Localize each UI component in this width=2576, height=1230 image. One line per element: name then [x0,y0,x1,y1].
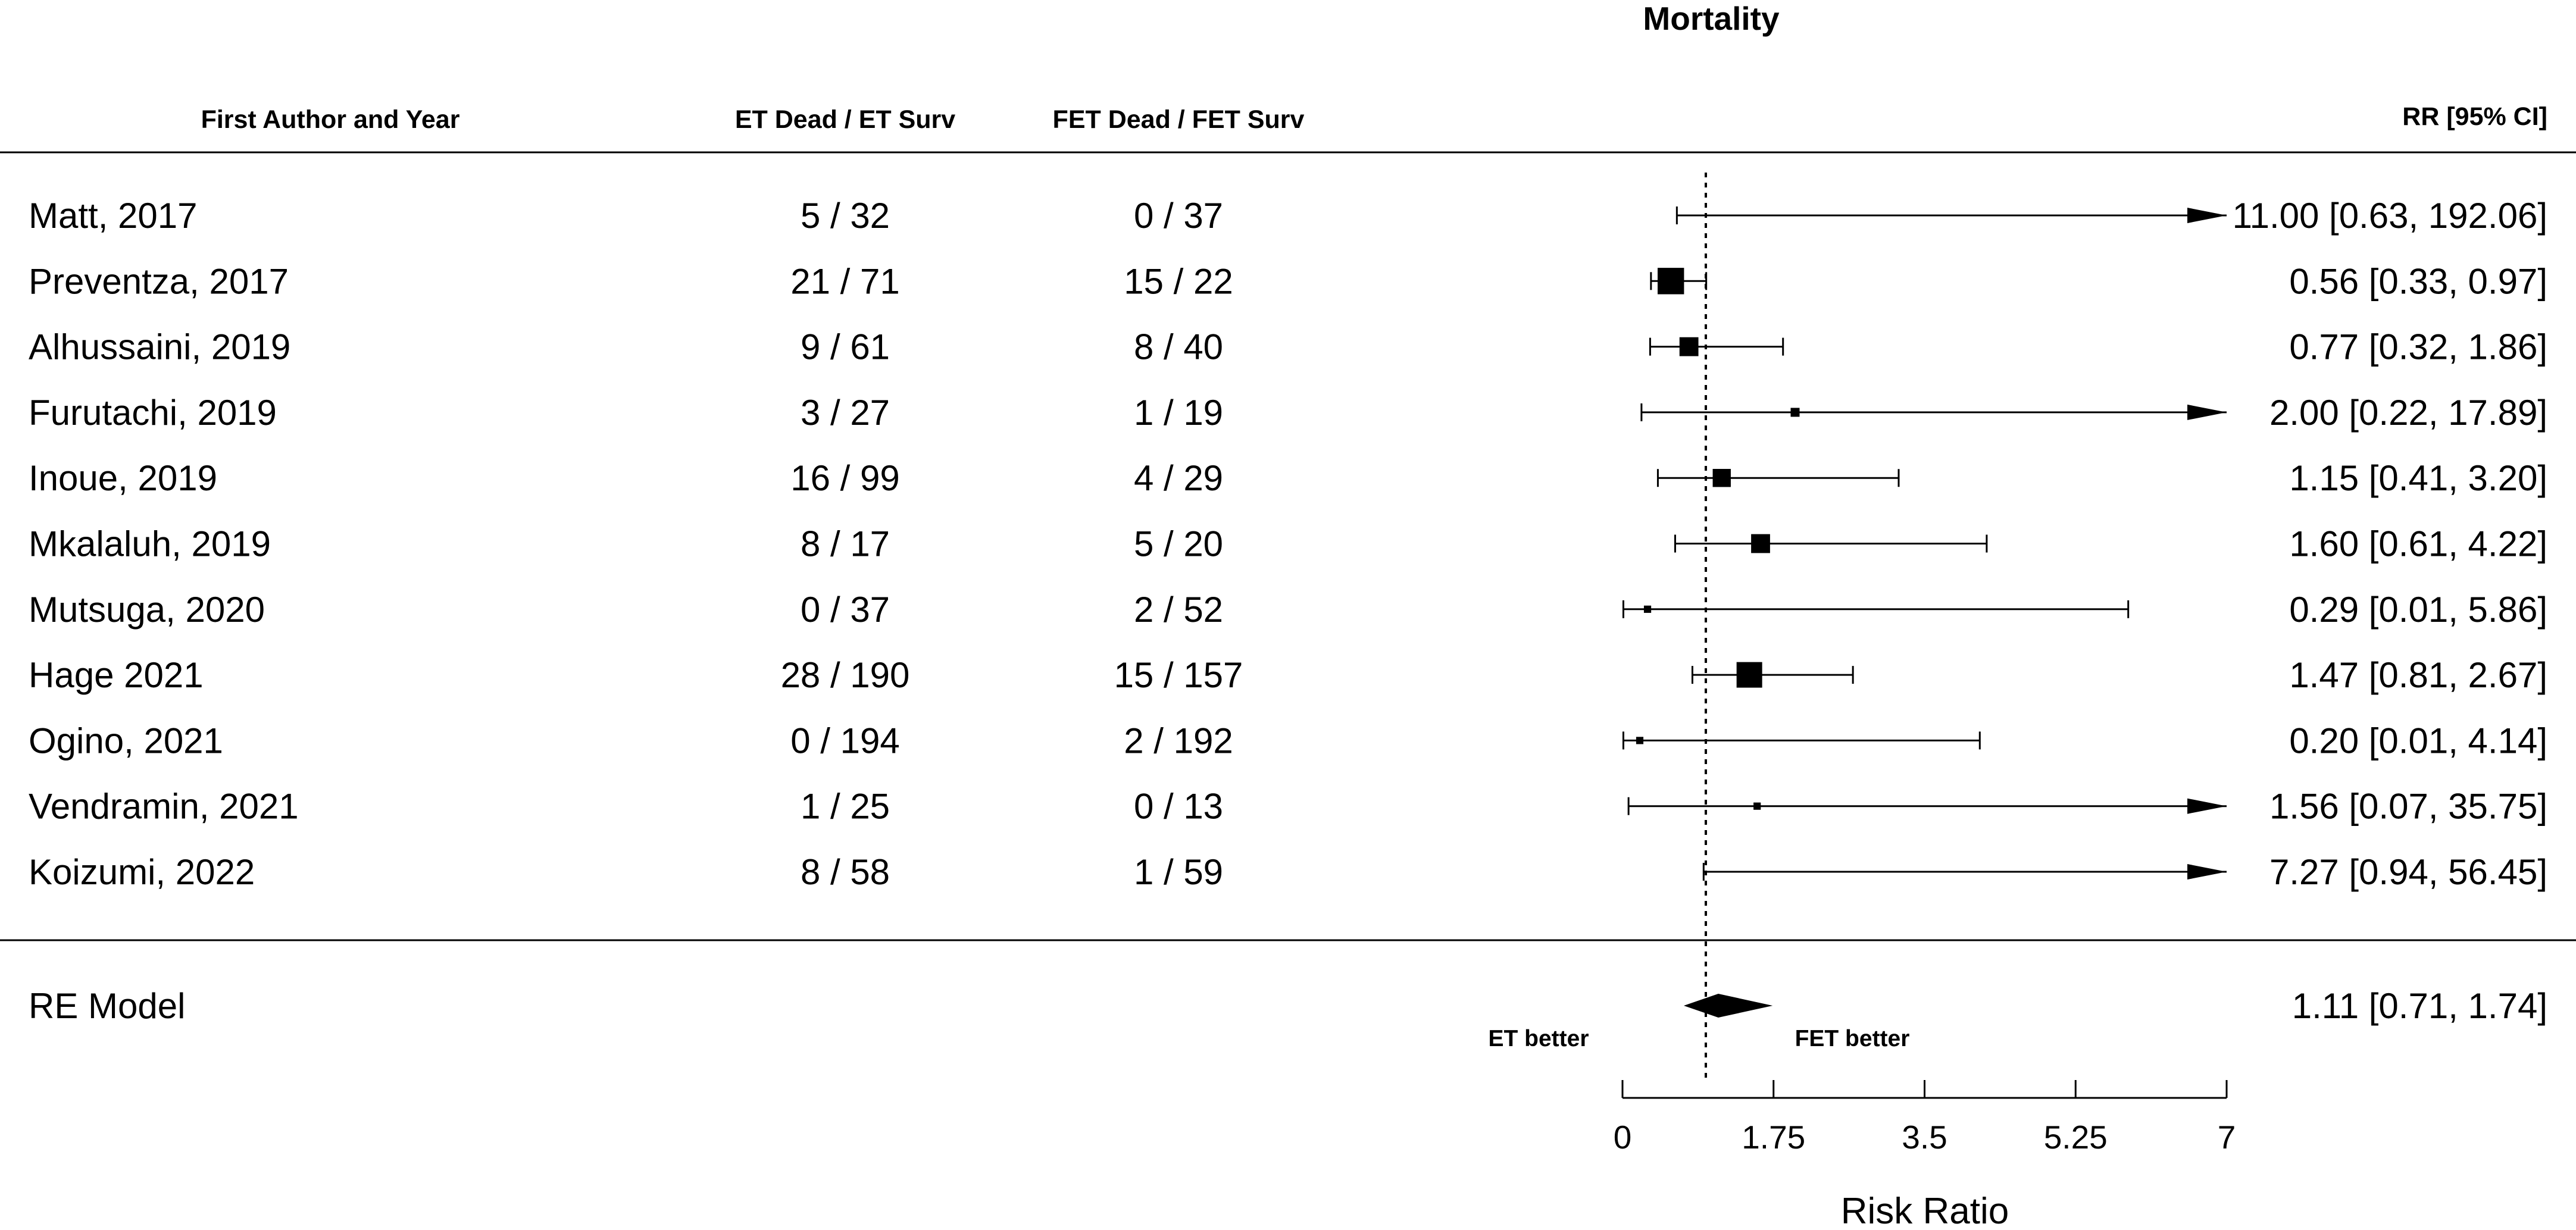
fet-count: 0 / 37 [1134,196,1223,236]
x-tick-label: 7 [2218,1119,2236,1156]
point-estimate [1790,408,1800,417]
rr-ci-text: 11.00 [0.63, 192.06] [2233,196,2547,236]
fet-count: 2 / 192 [1124,721,1233,760]
rr-ci-text: 1.60 [0.61, 4.22] [2289,524,2547,564]
study-row: Preventza, 2017 21 / 71 15 / 22 0.56 [0.33,… [29,261,2547,301]
rr-ci-text: 1.15 [0.41, 3.20] [2289,458,2547,498]
study-row: Furutachi, 2019 3 / 27 1 / 19 2.00 [0.22, 1… [29,393,2547,433]
fet-count: 4 / 29 [1134,458,1223,498]
x-tick-label: 3.5 [1902,1119,1947,1156]
col-header-rr: RR [95% CI] [2402,102,2547,131]
point-estimate [1643,605,1652,613]
x-tick-label: 0 [1614,1119,1632,1156]
pooled-row: RE Model 1.11 [0.71, 1.74] [29,986,2547,1026]
et-count: 1 / 25 [801,787,890,827]
study-rows: Matt, 2017 5 / 32 0 / 37 11.00 [0.63, 192.0… [29,196,2547,892]
rr-ci-text: 0.77 [0.32, 1.86] [2289,327,2547,367]
study-label: Alhussaini, 2019 [29,327,290,367]
pooled-diamond [1683,994,1773,1018]
ci-arrow [2187,798,2227,814]
pooled-label: RE Model [29,986,185,1026]
x-tick-label: 1.75 [1742,1119,1805,1156]
et-count: 3 / 27 [801,393,890,433]
study-row: Mkalaluh, 2019 8 / 17 5 / 20 1.60 [0.61, 4.… [29,524,2547,564]
et-count: 0 / 37 [801,590,890,630]
col-header-et: ET Dead / ET Surv [735,105,955,134]
study-row: Alhussaini, 2019 9 / 61 8 / 40 0.77 [0.32, … [29,327,2547,367]
chart-title: Mortality [1643,0,1780,37]
col-header-fet: FET Dead / FET Surv [1053,105,1305,134]
rr-ci-text: 1.47 [0.81, 2.67] [2289,655,2547,695]
study-label: Inoue, 2019 [29,458,217,498]
fet-count: 2 / 52 [1134,590,1223,630]
study-label: Ogino, 2021 [29,721,223,760]
fet-count: 5 / 20 [1134,524,1223,564]
study-row: Mutsuga, 2020 0 / 37 2 / 52 0.29 [0.01, 5.8… [29,590,2547,630]
study-label: Koizumi, 2022 [29,852,255,892]
et-count: 28 / 190 [781,655,910,695]
study-row: Vendramin, 2021 1 / 25 0 / 13 1.56 [0.07, 3… [29,787,2547,827]
rr-ci-text: 0.56 [0.33, 0.97] [2289,261,2547,301]
study-label: Vendramin, 2021 [29,787,299,827]
et-count: 8 / 58 [801,852,890,892]
ci-arrow [2187,404,2227,420]
point-estimate [1658,268,1684,295]
study-label: Mkalaluh, 2019 [29,524,271,564]
rr-ci-text: 0.20 [0.01, 4.14] [2289,721,2547,760]
rr-ci-text: 7.27 [0.94, 56.45] [2269,852,2547,892]
fet-count: 1 / 19 [1134,393,1223,433]
study-label: Preventza, 2017 [29,261,289,301]
point-estimate [1636,737,1644,744]
point-estimate [1736,662,1762,688]
study-label: Matt, 2017 [29,196,198,236]
et-count: 21 / 71 [790,261,900,301]
fet-count: 15 / 157 [1114,655,1243,695]
col-header-study: First Author and Year [201,105,460,134]
study-row: Koizumi, 2022 8 / 58 1 / 59 7.27 [0.94, 56.… [29,852,2547,892]
et-count: 9 / 61 [801,327,890,367]
point-estimate [1679,337,1699,356]
fet-count: 15 / 22 [1124,261,1233,301]
point-estimate [1751,534,1770,553]
favours-left-label: ET better [1488,1026,1589,1051]
ci-arrow [2187,208,2227,223]
favours-right-label: FET better [1795,1026,1910,1051]
rr-ci-text: 1.56 [0.07, 35.75] [2269,787,2547,827]
rr-ci-text: 0.29 [0.01, 5.86] [2289,590,2547,630]
fet-count: 1 / 59 [1134,852,1223,892]
x-axis: 0 1.75 3.5 5.25 7 [1614,1080,2236,1156]
study-row: Hage 2021 28 / 190 15 / 157 1.47 [0.81, 2.6… [29,655,2547,695]
study-label: Furutachi, 2019 [29,393,277,433]
pooled-rr-ci-text: 1.11 [0.71, 1.74] [2292,986,2547,1026]
fet-count: 0 / 13 [1134,787,1223,827]
ci-arrow [2187,864,2227,880]
fet-count: 8 / 40 [1134,327,1223,367]
study-label: Mutsuga, 2020 [29,590,265,630]
et-count: 8 / 17 [801,524,890,564]
study-row: Matt, 2017 5 / 32 0 / 37 11.00 [0.63, 192.0… [29,196,2547,236]
et-count: 5 / 32 [801,196,890,236]
x-tick-label: 5.25 [2044,1119,2108,1156]
point-estimate [1712,469,1731,487]
rr-ci-text: 2.00 [0.22, 17.89] [2269,393,2547,433]
study-label: Hage 2021 [29,655,204,695]
et-count: 0 / 194 [790,721,900,760]
study-row: Inoue, 2019 16 / 99 4 / 29 1.15 [0.41, 3.20… [29,458,2547,498]
study-row: Ogino, 2021 0 / 194 2 / 192 0.20 [0.01, 4.1… [29,721,2547,760]
x-axis-label: Risk Ratio [1841,1191,2009,1230]
point-estimate [1753,802,1761,810]
et-count: 16 / 99 [790,458,900,498]
